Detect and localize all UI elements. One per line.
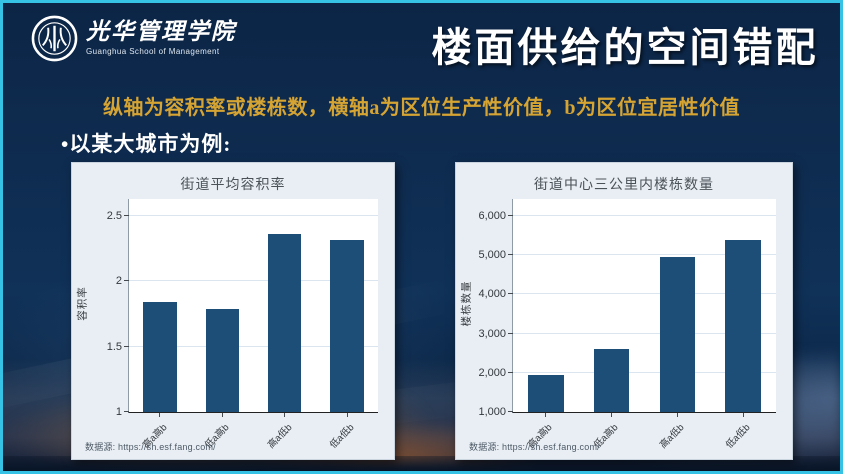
- y-tick-mark: [508, 293, 513, 295]
- y-tick-label: 1,000: [478, 406, 506, 418]
- logo-name-en: Guanghua School of Management: [86, 47, 220, 57]
- x-tick-mark: [743, 413, 744, 417]
- x-tick-mark: [221, 413, 223, 417]
- bar: [205, 308, 240, 412]
- y-tick-label: 1: [115, 406, 122, 418]
- x-tick-mark: [284, 413, 286, 417]
- y-tick-label: 3,000: [478, 327, 506, 340]
- bullet-text: •以某大城市为例:: [61, 132, 232, 156]
- y-tick-mark: [508, 411, 513, 412]
- gridline: [129, 280, 378, 282]
- chart-plot-area: 1,000 2,000 3,000 4,000 5,000 6,000: [478, 199, 776, 418]
- chart-title: 街道平均容积率: [180, 176, 286, 192]
- bar: [528, 374, 564, 412]
- y-tick-mark: [508, 371, 513, 373]
- y-tick-mark: [124, 345, 129, 347]
- y-tick-label: 2: [115, 275, 122, 288]
- logo-name-cn: 光华管理学院: [86, 19, 236, 44]
- gridline: [513, 215, 776, 217]
- y-tick-mark: [124, 215, 129, 217]
- chart-source-note: 数据源: https://sh.esf.fang.com/: [85, 442, 216, 452]
- y-tick-label: 4,000: [478, 288, 506, 301]
- chart-plot-area: 1 1.5 2 2.5: [107, 199, 378, 418]
- x-tick-mark: [346, 413, 348, 417]
- gridline: [513, 332, 776, 334]
- peking-university-seal-icon: [31, 15, 78, 62]
- y-tick-label: 6,000: [478, 210, 506, 223]
- x-tick-label-text: 高a低b: [658, 422, 687, 451]
- gridline: [129, 215, 378, 217]
- gridline: [513, 371, 776, 373]
- chart-panel-building-count: 街道中心三公里内楼栋数量 楼栋数量 1,000 2,000 3,000 4,000 5,…: [455, 162, 793, 460]
- y-tick-label: 2,000: [478, 366, 506, 379]
- chart-panel-far: 街道平均容积率 容积率 1 1.5 2 2.5 高a高b 低a高b 高a低b 低a低b 数据…: [71, 162, 395, 460]
- y-tick-mark: [508, 332, 513, 334]
- y-tick-mark: [124, 280, 129, 282]
- chart-x-axis: 高a高b 低a高b 高a低b 低a低b: [512, 413, 776, 459]
- logo-text: 光华管理学院 Guanghua School of Management: [86, 15, 236, 56]
- chart-x-axis: 高a高b 低a高b 高a低b 低a低b: [128, 413, 378, 459]
- y-tick-label: 5,000: [478, 249, 506, 262]
- chart-y-axis-label: 容积率: [76, 286, 89, 321]
- gridline: [513, 254, 776, 256]
- y-tick-mark: [508, 254, 513, 256]
- subtitle: 纵轴为容积率或楼栋数，横轴a为区位生产性价值，b为区位宜居性价值: [102, 97, 741, 119]
- x-tick-mark: [677, 413, 678, 417]
- bar: [267, 234, 302, 412]
- bar: [659, 257, 696, 412]
- x-tick-label-text: 低a低b: [724, 422, 753, 451]
- x-tick-mark: [545, 413, 546, 417]
- gridline: [129, 345, 378, 347]
- y-tick-mark: [508, 215, 513, 217]
- x-tick-label-text: 高a低b: [265, 422, 295, 451]
- y-tick-label: 2.5: [106, 210, 122, 223]
- gridline: [513, 293, 776, 295]
- x-tick-mark: [159, 413, 161, 417]
- x-tick-mark: [611, 413, 612, 417]
- chart-source-note: 数据源: https://sh.esf.fang.com/: [469, 442, 600, 452]
- bar: [143, 302, 177, 412]
- chart-title: 街道中心三公里内楼栋数量: [534, 176, 714, 192]
- chart-y-axis-label: 楼栋数量: [460, 280, 473, 327]
- y-tick-mark: [124, 411, 129, 412]
- bar: [725, 239, 761, 412]
- bar: [330, 239, 364, 412]
- school-logo: 光华管理学院 Guanghua School of Management: [31, 15, 236, 62]
- page-title: 楼面供给的空间错配: [431, 25, 819, 70]
- y-tick-label: 1.5: [106, 340, 122, 353]
- bar: [593, 349, 630, 412]
- x-tick-label-text: 低a低b: [327, 422, 357, 451]
